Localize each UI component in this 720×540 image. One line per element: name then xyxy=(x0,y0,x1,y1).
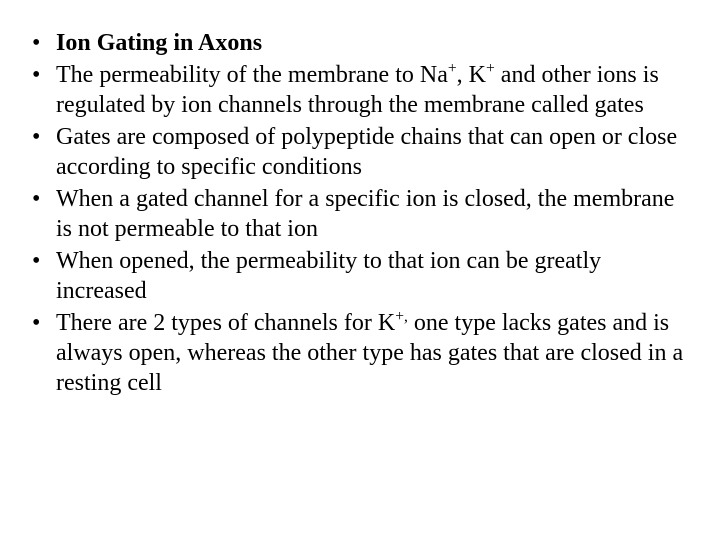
bullet-item-title: Ion Gating in Axons xyxy=(28,28,692,58)
slide: Ion Gating in Axons The permeability of … xyxy=(0,0,720,540)
bullet-item: Gates are composed of polypeptide chains… xyxy=(28,122,692,182)
bullet-text: Ion Gating in Axons xyxy=(56,30,262,56)
bullet-item: The permeability of the membrane to Na+,… xyxy=(28,60,692,120)
bullet-text: When opened, the permeability to that io… xyxy=(56,248,601,304)
bullet-text: The permeability of the membrane to Na+,… xyxy=(56,62,659,118)
bullet-text: When a gated channel for a specific ion … xyxy=(56,186,674,242)
bullet-item: When opened, the permeability to that io… xyxy=(28,246,692,306)
bullet-item: When a gated channel for a specific ion … xyxy=(28,184,692,244)
bullet-text: There are 2 types of channels for K+, on… xyxy=(56,310,683,396)
bullet-text: Gates are composed of polypeptide chains… xyxy=(56,124,677,180)
bullet-list: Ion Gating in Axons The permeability of … xyxy=(28,28,692,398)
bullet-item: There are 2 types of channels for K+, on… xyxy=(28,308,692,398)
